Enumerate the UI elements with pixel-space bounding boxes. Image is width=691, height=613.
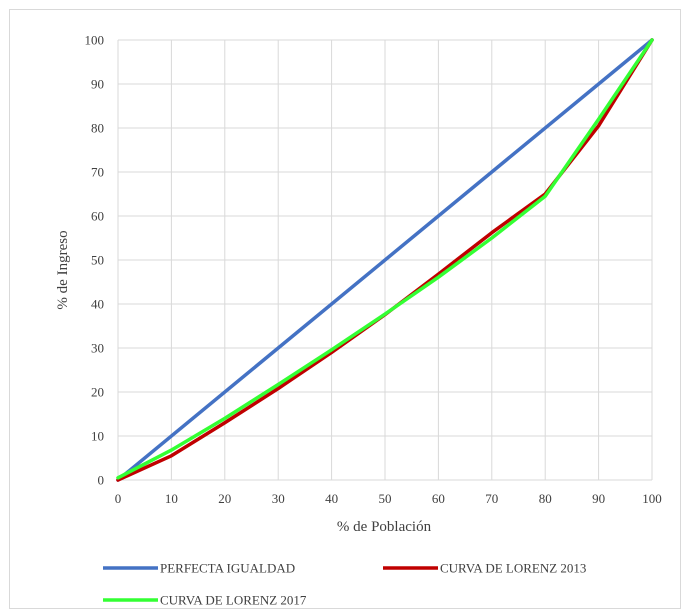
- y-tick-label: 60: [91, 209, 104, 224]
- y-tick-label: 100: [85, 33, 105, 48]
- y-tick-label: 10: [91, 429, 104, 444]
- y-tick-label: 30: [91, 341, 104, 356]
- y-tick-label: 80: [91, 121, 104, 136]
- x-tick-label: 10: [165, 491, 178, 506]
- y-tick-label: 90: [91, 77, 104, 92]
- x-axis-title: % de Población: [337, 519, 432, 535]
- series-lines: [116, 38, 654, 482]
- x-tick-label: 50: [379, 491, 392, 506]
- y-tick-label: 50: [91, 253, 104, 268]
- series-line-3: [116, 38, 654, 480]
- x-tick-label: 60: [432, 491, 445, 506]
- y-tick-label: 70: [91, 165, 104, 180]
- x-tick-label: 20: [218, 491, 231, 506]
- legend-label: CURVA DE LORENZ 2013: [440, 561, 586, 576]
- chart-frame: 0 10 20 30 40 50 60 70 80 90 100 0 10 20 30 40 50 60 70 80…: [9, 9, 681, 609]
- y-axis-title: % de Ingreso: [55, 230, 71, 309]
- legend-label: CURVA DE LORENZ 2017: [160, 593, 307, 608]
- y-tick-label: 20: [91, 385, 104, 400]
- x-tick-label: 40: [325, 491, 338, 506]
- legend: PERFECTA IGUALDAD CURVA DE LORENZ 2013 CUR…: [103, 561, 586, 608]
- x-tick-label: 80: [539, 491, 552, 506]
- x-tick-label: 100: [642, 491, 662, 506]
- x-tick-label: 0: [115, 491, 122, 506]
- x-tick-label: 70: [485, 491, 498, 506]
- series-line-1: [116, 38, 654, 482]
- grid-lines: [117, 39, 653, 481]
- y-tick-label: 0: [98, 473, 105, 488]
- y-axis-ticks: 0 10 20 30 40 50 60 70 80 90 100: [85, 33, 105, 488]
- x-tick-label: 30: [272, 491, 285, 506]
- x-tick-label: 90: [592, 491, 605, 506]
- lorenz-curve-chart: 0 10 20 30 40 50 60 70 80 90 100 0 10 20 30 40 50 60 70 80…: [55, 33, 662, 608]
- x-axis-ticks: 0 10 20 30 40 50 60 70 80 90 100: [115, 491, 662, 506]
- legend-label: PERFECTA IGUALDAD: [160, 561, 295, 576]
- y-tick-label: 40: [91, 297, 104, 312]
